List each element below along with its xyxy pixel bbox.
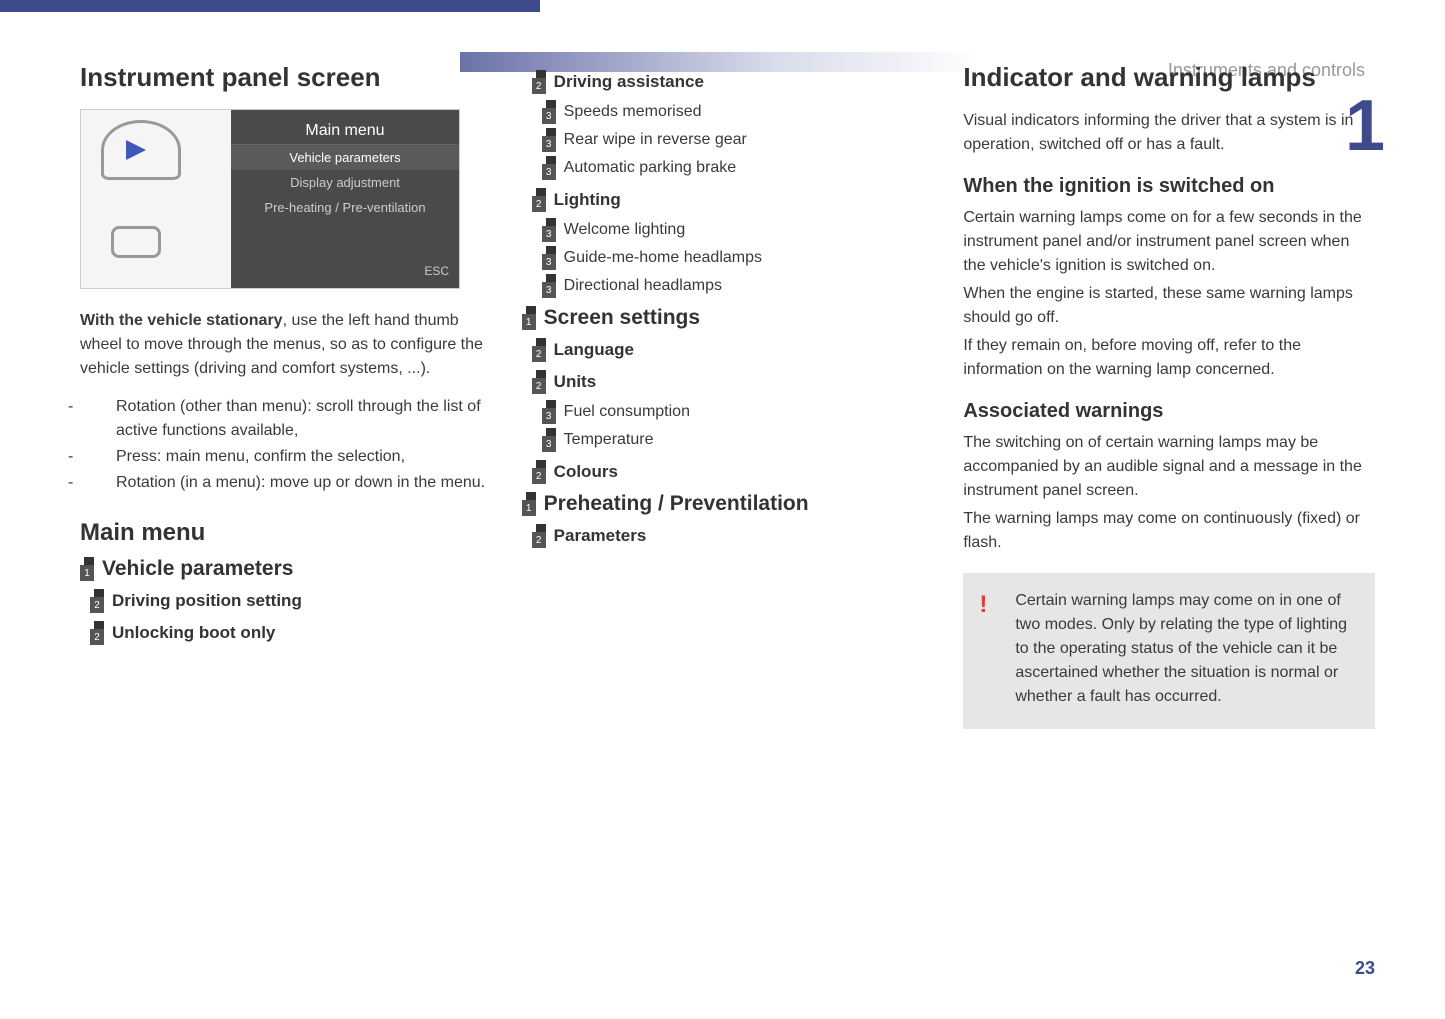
level-badge-icon: 2 [90, 621, 104, 645]
intro-bold: With the vehicle stationary [80, 312, 283, 329]
instrument-screen-diagram: Main menu Vehicle parameters Display adj… [80, 109, 460, 289]
menu-label: Colours [554, 462, 618, 482]
column-1: Instrument panel screen Main menu Vehicl… [80, 62, 492, 729]
col3-p3: When the engine is started, these same w… [963, 282, 1375, 330]
menu-item: 2 Units [522, 370, 934, 394]
level-badge-icon: 3 [542, 128, 556, 152]
col3-p1: Visual indicators informing the driver t… [963, 109, 1375, 157]
menu-label: Parameters [554, 526, 647, 546]
menu-label: Welcome lighting [564, 221, 686, 239]
menu-item: 2 Colours [522, 460, 934, 484]
col3-p2: Certain warning lamps come on for a few … [963, 206, 1375, 278]
menu-item: 3 Temperature [522, 428, 934, 452]
level-badge-icon: 3 [542, 246, 556, 270]
level-badge-icon: 1 [522, 306, 536, 330]
menu-item: 2 Unlocking boot only [80, 621, 492, 645]
menu-item: 3 Fuel consumption [522, 400, 934, 424]
col3-p4: If they remain on, before moving off, re… [963, 334, 1375, 382]
top-accent-bar [0, 0, 540, 12]
menu-label: Lighting [554, 190, 621, 210]
col3-heading: Indicator and warning lamps [963, 62, 1375, 93]
exclamation-icon: ! [979, 591, 987, 619]
level-badge-icon: 3 [542, 274, 556, 298]
bullet-item: Rotation (other than menu): scroll throu… [80, 395, 492, 443]
screen-item: Vehicle parameters [231, 145, 459, 170]
menu-label: Language [554, 340, 634, 360]
menu-item: 3 Rear wipe in reverse gear [522, 128, 934, 152]
menu-label: Automatic parking brake [564, 159, 737, 177]
diagram-left [81, 110, 231, 288]
bullet-list: Rotation (other than menu): scroll throu… [80, 395, 492, 495]
menu-item: 1 Screen settings [522, 306, 934, 330]
arrow-icon [126, 140, 146, 160]
level-badge-icon: 2 [532, 460, 546, 484]
column-2: 2 Driving assistance 3 Speeds memorised 3 Rea… [522, 62, 934, 729]
menu-item: 2 Driving assistance [522, 70, 934, 94]
page-content: Instrument panel screen Main menu Vehicl… [0, 12, 1445, 769]
menu-label: Guide-me-home headlamps [564, 249, 762, 267]
menu-label: Units [554, 372, 597, 392]
menu-item: 3 Directional headlamps [522, 274, 934, 298]
warning-info-box: ! Certain warning lamps may come on in o… [963, 573, 1375, 729]
menu-label: Preheating / Preventilation [544, 492, 809, 516]
screen-title: Main menu [231, 118, 459, 145]
bullet-item: Press: main menu, confirm the selection, [80, 445, 492, 469]
assoc-heading: Associated warnings [963, 400, 1375, 423]
menu-label: Directional headlamps [564, 277, 722, 295]
page-number: 23 [1355, 958, 1375, 979]
level-badge-icon: 3 [542, 156, 556, 180]
menu-label: Rear wipe in reverse gear [564, 131, 747, 149]
col3-p6: The warning lamps may come on continuous… [963, 507, 1375, 555]
menu-item: 2 Lighting [522, 188, 934, 212]
screen-esc: ESC [231, 262, 459, 280]
menu-item: 2 Parameters [522, 524, 934, 548]
menu-label: Fuel consumption [564, 403, 690, 421]
level-badge-icon: 2 [532, 370, 546, 394]
main-menu-heading: Main menu [80, 519, 492, 547]
col1-menu-tree: 1 Vehicle parameters 2 Driving position set… [80, 557, 492, 645]
screen-item: Display adjustment [231, 170, 459, 195]
menu-label: Driving position setting [112, 591, 302, 611]
menu-label: Speeds memorised [564, 103, 702, 121]
thumb-wheel-icon [111, 226, 161, 258]
level-badge-icon: 2 [532, 338, 546, 362]
level-badge-icon: 3 [542, 100, 556, 124]
menu-label: Screen settings [544, 306, 700, 330]
menu-item: 3 Speeds memorised [522, 100, 934, 124]
level-badge-icon: 1 [522, 492, 536, 516]
level-badge-icon: 2 [532, 524, 546, 548]
info-text: Certain warning lamps may come on in one… [1015, 589, 1359, 709]
level-badge-icon: 3 [542, 428, 556, 452]
level-badge-icon: 3 [542, 400, 556, 424]
menu-item: 3 Guide-me-home headlamps [522, 246, 934, 270]
level-badge-icon: 2 [532, 70, 546, 94]
menu-label: Unlocking boot only [112, 623, 275, 643]
ignition-heading: When the ignition is switched on [963, 175, 1375, 198]
col3-p5: The switching on of certain warning lamp… [963, 431, 1375, 503]
menu-item: 1 Vehicle parameters [80, 557, 492, 581]
menu-item: 3 Automatic parking brake [522, 156, 934, 180]
menu-item: 3 Welcome lighting [522, 218, 934, 242]
diagram-screen: Main menu Vehicle parameters Display adj… [231, 110, 459, 288]
column-3: Indicator and warning lamps Visual indic… [963, 62, 1375, 729]
menu-label: Temperature [564, 431, 654, 449]
intro-paragraph: With the vehicle stationary, use the lef… [80, 309, 492, 381]
menu-item: 2 Driving position setting [80, 589, 492, 613]
level-badge-icon: 3 [542, 218, 556, 242]
menu-item: 1 Preheating / Preventilation [522, 492, 934, 516]
level-badge-icon: 1 [80, 557, 94, 581]
level-badge-icon: 2 [532, 188, 546, 212]
bullet-item: Rotation (in a menu): move up or down in… [80, 471, 492, 495]
col1-heading: Instrument panel screen [80, 62, 492, 93]
menu-label: Driving assistance [554, 72, 704, 92]
level-badge-icon: 2 [90, 589, 104, 613]
col2-menu-tree: 2 Driving assistance 3 Speeds memorised 3 Rea… [522, 70, 934, 548]
menu-label: Vehicle parameters [102, 557, 293, 581]
menu-item: 2 Language [522, 338, 934, 362]
screen-item: Pre-heating / Pre-ventilation [231, 195, 459, 220]
